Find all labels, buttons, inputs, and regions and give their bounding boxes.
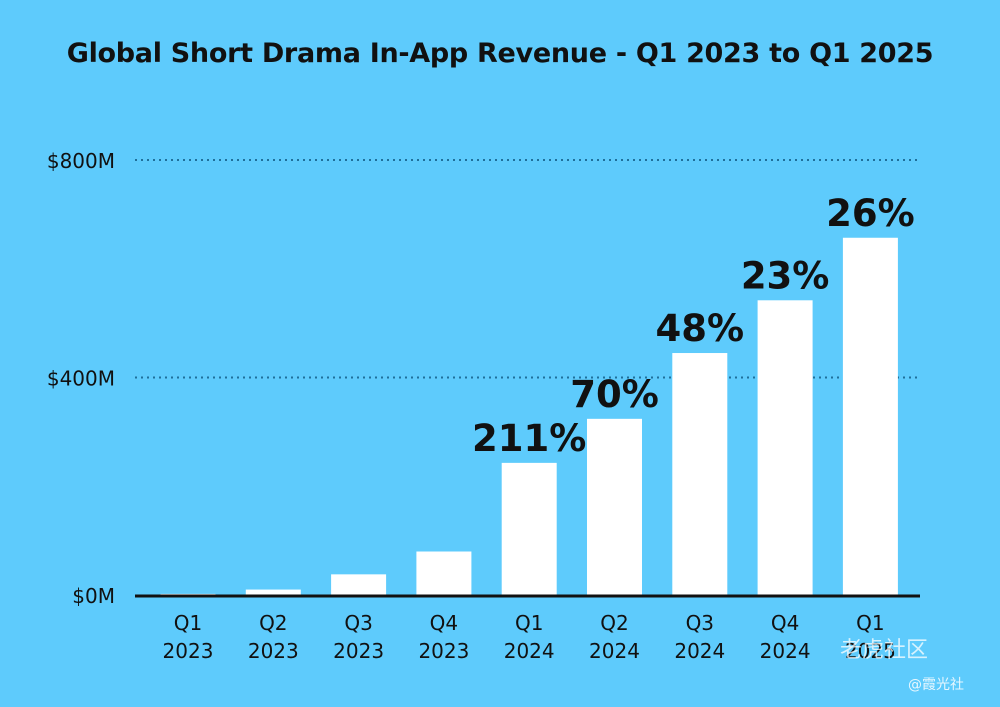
- y-tick-label: $0M: [72, 584, 115, 608]
- bar: [842, 237, 898, 595]
- bar: [245, 589, 301, 595]
- bar: [501, 462, 557, 595]
- x-tick-label: Q4: [771, 611, 799, 635]
- x-tick-label: 2023: [418, 639, 469, 663]
- bar: [757, 300, 813, 595]
- x-tick-label: Q1: [174, 611, 202, 635]
- x-tick-label: Q1: [856, 611, 884, 635]
- x-tick-label: 2024: [504, 639, 555, 663]
- y-tick-label: $800M: [47, 149, 115, 173]
- data-label: 70%: [570, 373, 659, 416]
- data-label: 48%: [656, 307, 745, 350]
- data-label: 23%: [741, 254, 830, 297]
- x-tick-label: Q3: [344, 611, 372, 635]
- x-tick-label: 2025: [845, 639, 896, 663]
- bar: [416, 551, 472, 595]
- x-tick-label: 2024: [760, 639, 811, 663]
- x-tick-label: Q2: [259, 611, 287, 635]
- x-tick-label: 2024: [674, 639, 725, 663]
- x-tick-label: 2023: [333, 639, 384, 663]
- chart-title: Global Short Drama In-App Revenue - Q1 2…: [66, 38, 934, 69]
- data-label: 211%: [472, 417, 586, 460]
- bar: [672, 353, 728, 595]
- x-tick-label: Q3: [686, 611, 714, 635]
- watermark-text: 老虎社区: [840, 638, 929, 663]
- y-tick-label: $400M: [47, 367, 115, 391]
- x-tick-label: 2024: [589, 639, 640, 663]
- x-tick-label: Q1: [515, 611, 543, 635]
- x-tick-label: 2023: [248, 639, 299, 663]
- x-tick-label: Q4: [430, 611, 458, 635]
- x-tick-label: Q2: [600, 611, 628, 635]
- bar: [587, 418, 642, 595]
- bar: [331, 574, 387, 595]
- x-tick-label: 2023: [163, 639, 214, 663]
- watermark-handle: @霞光社: [908, 677, 964, 693]
- data-label: 26%: [826, 192, 915, 235]
- bar: [160, 593, 216, 595]
